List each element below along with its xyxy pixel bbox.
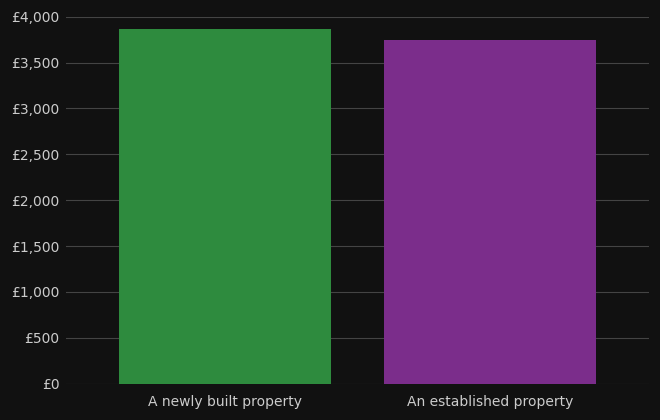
Bar: [119, 29, 331, 384]
Bar: [384, 39, 596, 384]
